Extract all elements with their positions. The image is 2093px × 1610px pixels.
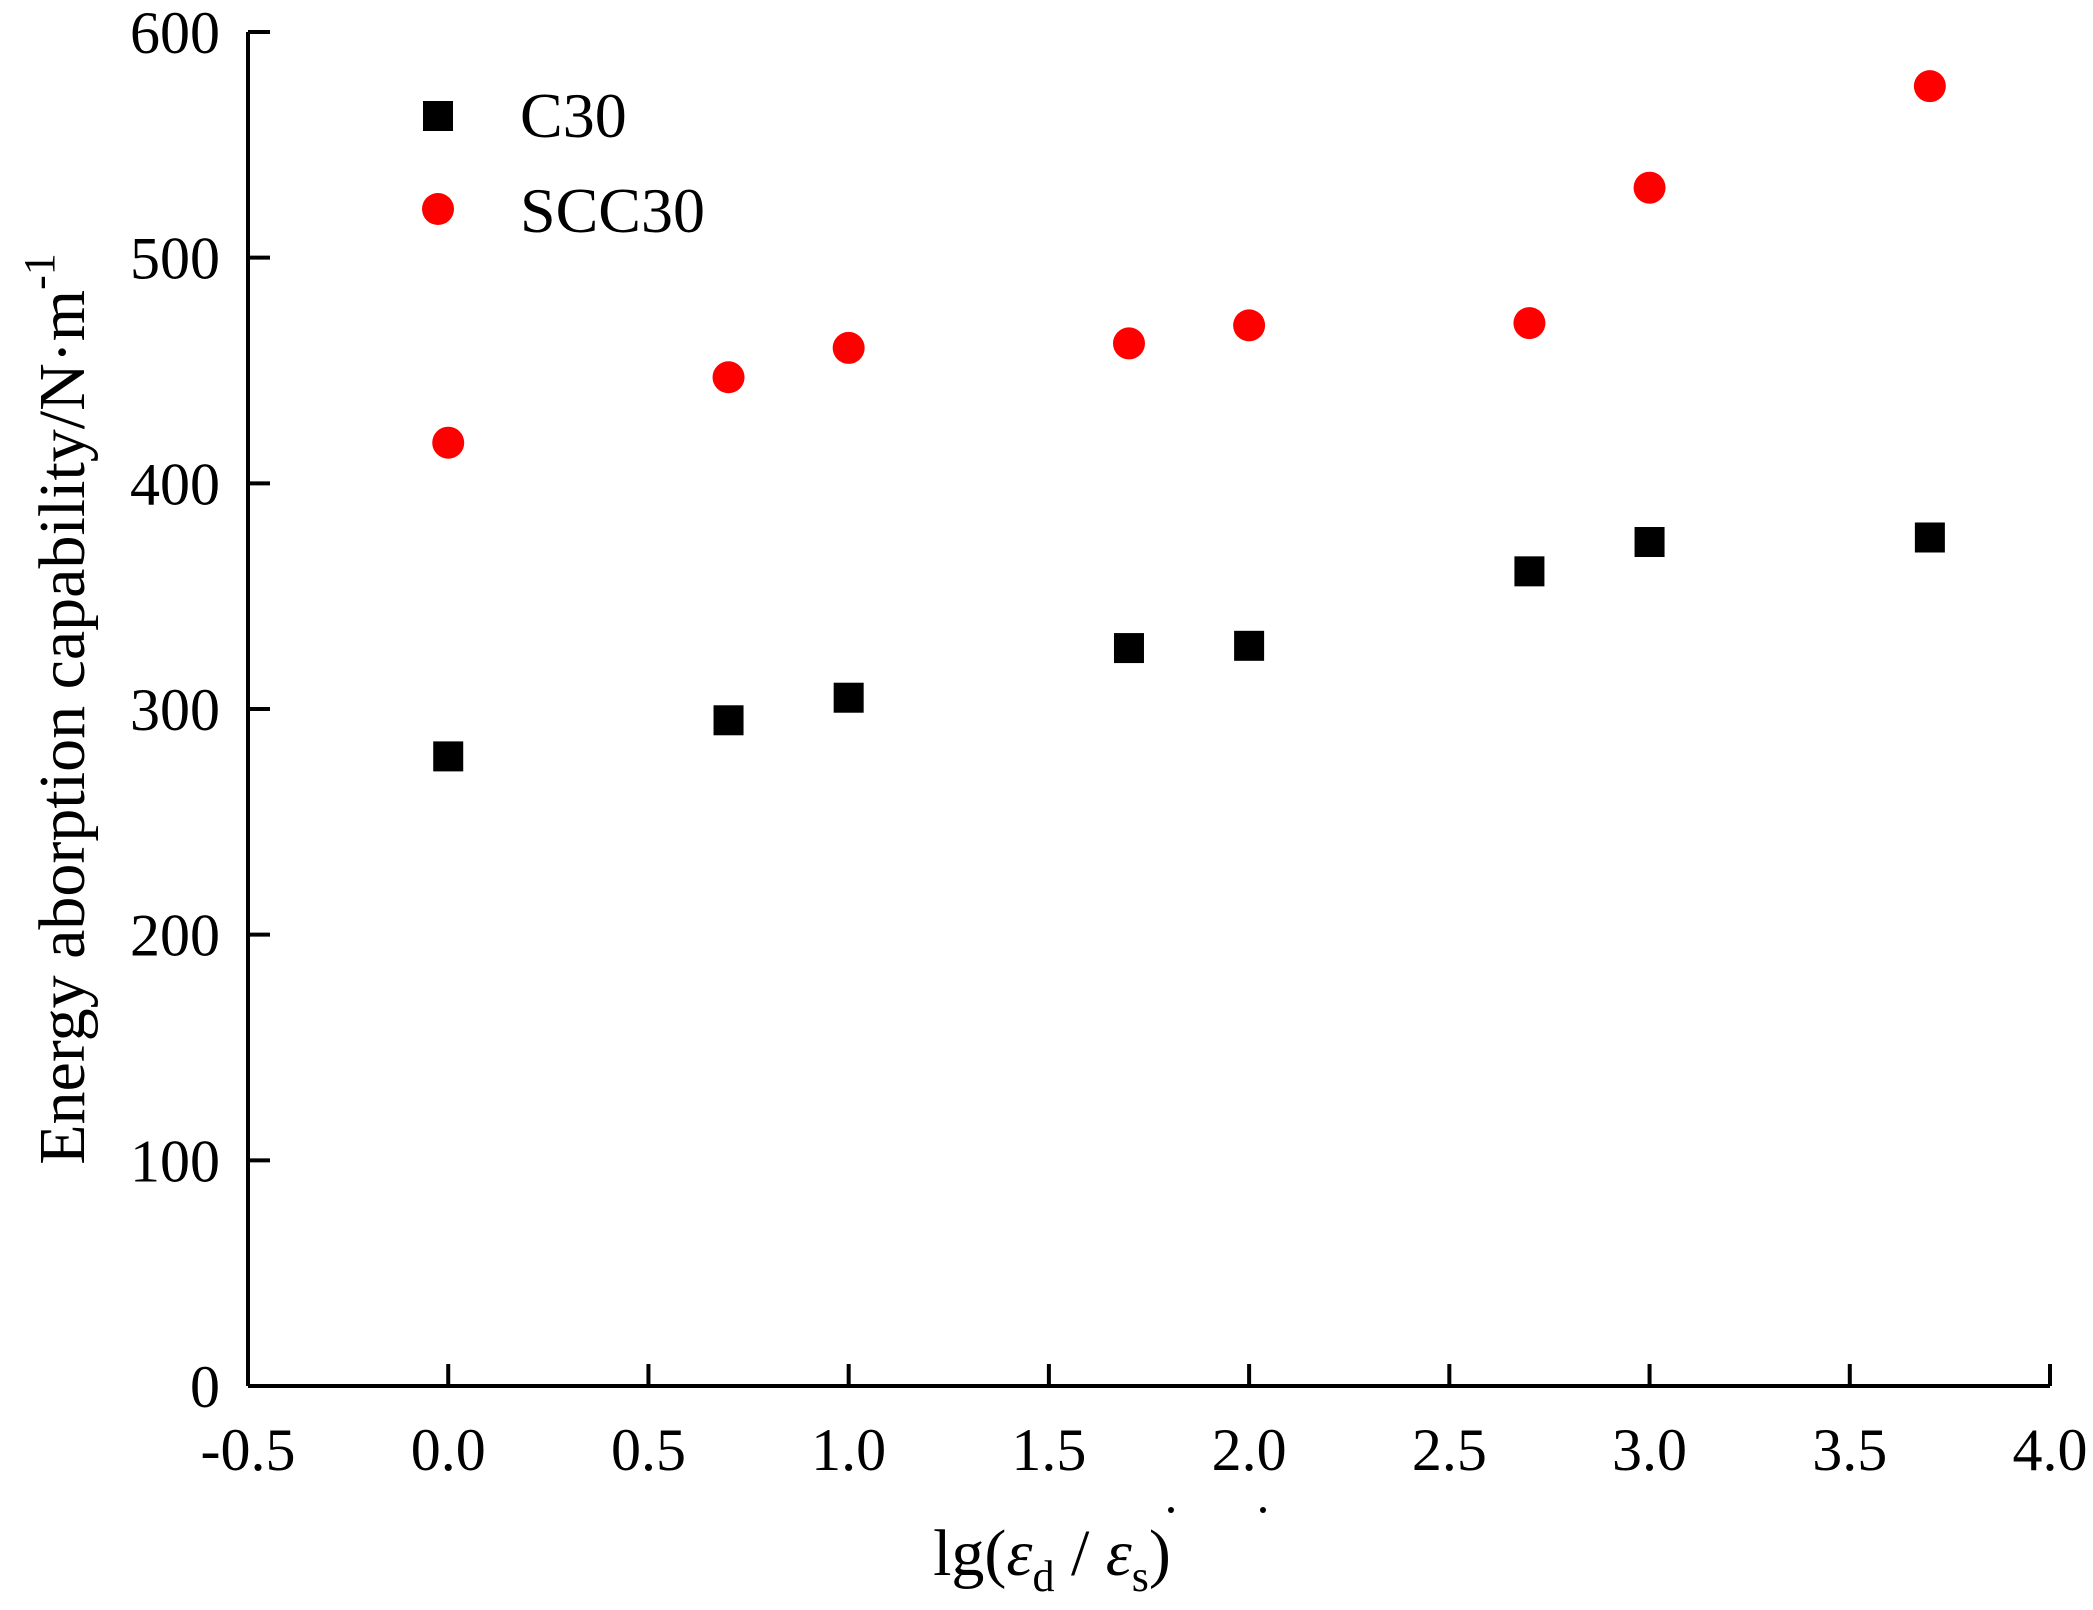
x-axis-title-suffix: ) (1149, 1517, 1171, 1590)
legend-label-c30: C30 (520, 80, 627, 151)
x-tick-label: 0.5 (611, 1417, 686, 1483)
point-c30 (1914, 522, 1945, 553)
point-scc30 (1633, 171, 1666, 204)
y-tick-label: 500 (130, 226, 220, 292)
x-axis-title-den-symbol: ε (1106, 1517, 1132, 1590)
point-scc30 (432, 426, 465, 459)
y-tick-label: 0 (190, 1354, 220, 1420)
y-tick-label: 400 (130, 451, 220, 517)
y-tick-label: 100 (130, 1128, 220, 1194)
data-points (432, 70, 1946, 772)
y-tick-label: 200 (130, 903, 220, 969)
x-tick-label: 2.5 (1412, 1417, 1487, 1483)
y-axis-title-superscript: -1 (15, 253, 64, 290)
legend-marker-c30 (423, 101, 453, 131)
x-tick-label: 1.5 (1011, 1417, 1086, 1483)
legend-label-scc30: SCC30 (520, 175, 705, 246)
x-tick-label: 3.0 (1612, 1417, 1687, 1483)
y-axis-title-main: Energy aborption capability/N·m (26, 290, 99, 1165)
y-tick-label: 300 (130, 677, 220, 743)
legend: C30 SCC30 (422, 80, 705, 246)
x-tick-label: 4.0 (2013, 1417, 2088, 1483)
point-c30 (833, 682, 864, 713)
y-ticks: 0 100 200 300 400 500 600 (130, 0, 270, 1420)
point-scc30 (1112, 327, 1145, 360)
point-scc30 (1913, 70, 1946, 103)
x-axis-title-den-sub: s (1132, 1552, 1149, 1601)
x-axis-title-dot-num (1168, 1507, 1174, 1513)
point-c30 (1234, 630, 1265, 661)
x-axis-title-dot-den (1260, 1507, 1266, 1513)
x-axis-title-prefix: lg( (933, 1517, 1006, 1590)
point-c30 (433, 741, 464, 772)
x-tick-label: 1.0 (811, 1417, 886, 1483)
point-scc30 (712, 361, 745, 394)
x-tick-label: 2.0 (1212, 1417, 1287, 1483)
point-scc30 (832, 331, 865, 364)
x-axis-title-num-sub: d (1032, 1552, 1054, 1601)
point-c30 (713, 705, 744, 736)
x-axis-title: lg(εd / εs) (933, 1517, 1171, 1601)
x-ticks: -0.5 0.0 0.5 1.0 1.5 2.0 2.5 3.0 3.5 4.0 (201, 1364, 2088, 1483)
x-axis-title-separator: / (1054, 1517, 1105, 1590)
x-tick-label: 3.5 (1812, 1417, 1887, 1483)
point-scc30 (1233, 309, 1266, 342)
axes (246, 32, 2050, 1388)
x-tick-label: -0.5 (201, 1417, 296, 1483)
point-c30 (1113, 633, 1144, 664)
point-scc30 (1513, 307, 1546, 340)
y-axis-title: Energy aborption capability/N·m-1 (15, 253, 99, 1165)
y-tick-label: 600 (130, 0, 220, 66)
x-tick-label: 0.0 (411, 1417, 486, 1483)
point-c30 (1514, 556, 1545, 587)
x-axis-title-num-symbol: ε (1006, 1517, 1032, 1590)
point-c30 (1634, 527, 1665, 558)
legend-marker-scc30 (422, 193, 454, 225)
